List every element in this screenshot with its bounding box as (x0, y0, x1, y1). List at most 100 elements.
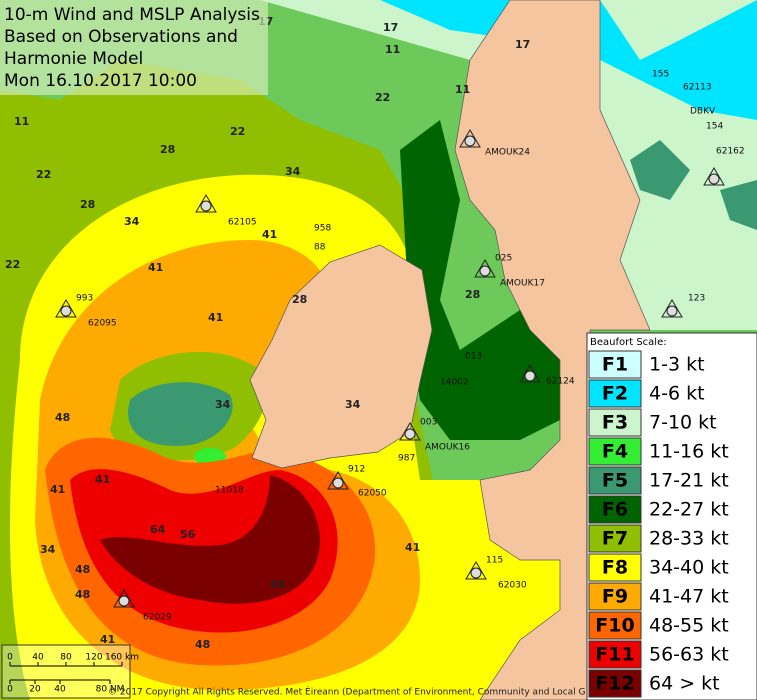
contour-label: 22 (375, 91, 390, 104)
station-label: 62095 (88, 319, 117, 329)
station-marker (195, 194, 217, 213)
station-circle (200, 200, 212, 212)
legend-force: F9 (602, 586, 628, 608)
station-label: 993 (76, 294, 93, 304)
km-label: 40 (32, 653, 44, 663)
station-marker (55, 299, 77, 318)
great-britain (454, 0, 651, 700)
legend-range: 11-16 kt (649, 441, 729, 463)
legend-swatch (588, 437, 642, 466)
km-label: 160 km (105, 653, 139, 663)
pale-region (260, 0, 757, 330)
station-marker (661, 299, 683, 318)
title-box (0, 0, 268, 95)
contour-label: 28 (80, 198, 95, 211)
station-marker (519, 364, 541, 383)
legend-force: F7 (602, 528, 628, 550)
station-circle (470, 567, 482, 579)
station-marker (113, 589, 135, 608)
station-circle (524, 370, 536, 382)
km-label: 0 (7, 653, 13, 663)
legend-swatch (588, 669, 642, 698)
cyan-region (380, 0, 757, 120)
contour-label: 41 (100, 633, 115, 646)
km-label: 120 (85, 653, 102, 663)
contour-label: 34 (40, 543, 56, 556)
contour-label: 41 (405, 541, 420, 554)
legend-swatch (588, 466, 642, 495)
contour-label: 11 (14, 115, 29, 128)
legend-title: Beaufort Scale: (590, 337, 667, 348)
f12-region (100, 475, 320, 604)
legend-force: F11 (595, 644, 634, 666)
contour-label: 64 (150, 523, 166, 536)
contour-label: 41 (208, 311, 223, 324)
contour-label: 28 (160, 143, 175, 156)
contour-label: 34 (285, 165, 301, 178)
legend-force: F10 (595, 615, 634, 637)
station-label: 115 (486, 556, 503, 566)
contour-label: 41 (50, 483, 65, 496)
station-label: 912 (348, 465, 365, 475)
legend-range: 28-33 kt (649, 528, 729, 550)
contour-label: 41 (148, 261, 163, 274)
legend-force: F2 (602, 383, 628, 405)
station-marker (459, 129, 481, 148)
station-marker (465, 561, 487, 580)
station-label: 025 (495, 254, 512, 264)
station-label: 62050 (358, 489, 387, 499)
legend-range: 48-55 kt (649, 615, 729, 637)
contour-label: 48 (55, 411, 70, 424)
legend-force: F12 (595, 673, 634, 695)
legend-range: 41-47 kt (649, 586, 729, 608)
title-line: Harmonie Model (4, 49, 143, 69)
legend-force: F8 (602, 557, 628, 579)
eye-core (128, 382, 233, 446)
legend-swatch (588, 495, 642, 524)
station-label: AMOUK16 (425, 443, 470, 453)
legend-range: 17-21 kt (649, 470, 729, 492)
station-marker (399, 422, 421, 441)
contour-label: 28 (292, 293, 307, 306)
station-marker (703, 167, 725, 186)
contour-label: 41 (262, 228, 277, 241)
contour-label: 48 (75, 588, 90, 601)
scale-box (1, 644, 131, 699)
contour-label: 48 (75, 563, 90, 576)
legend-force: F1 (602, 354, 628, 376)
legend-force: F5 (602, 470, 628, 492)
station-label: 987 (398, 454, 415, 464)
nm-label: 20 (29, 685, 41, 695)
nm-label: 0 (7, 685, 13, 695)
station-marker (474, 259, 496, 278)
legend-swatch (588, 408, 642, 437)
legend-range: 1-3 kt (649, 354, 705, 376)
station-circle (60, 305, 72, 317)
station-label: AMOUK17 (500, 279, 545, 289)
f5-patches (630, 140, 757, 230)
contour-label: 17 (383, 21, 398, 34)
station-marker (327, 471, 349, 490)
legend-swatch (588, 611, 642, 640)
title-line: Mon 16.10.2017 10:00 (4, 71, 197, 91)
contour-label: 48 (195, 638, 210, 651)
station-circle (479, 265, 491, 277)
station-label: 62105 (228, 218, 257, 228)
title-line: Based on Observations and (4, 27, 238, 47)
station-circle (666, 305, 678, 317)
station-circle (332, 477, 344, 489)
station-label: 155 (652, 70, 669, 80)
ireland (249, 244, 433, 469)
station-label: 123 (688, 294, 705, 304)
legend-swatch (588, 640, 642, 669)
km-label: 80 (60, 653, 72, 663)
legend-swatch (588, 524, 642, 553)
nm-label: 40 (54, 685, 66, 695)
station-label: 62162 (716, 147, 745, 157)
contour-label: 22 (5, 258, 20, 271)
contour-label: 28 (465, 288, 480, 301)
copyright: © 2017 Copyright All Rights Reserved. Me… (108, 686, 586, 698)
scale-bar: 0 40 80 120 160 km 0 20 40 80 NM (7, 653, 139, 695)
